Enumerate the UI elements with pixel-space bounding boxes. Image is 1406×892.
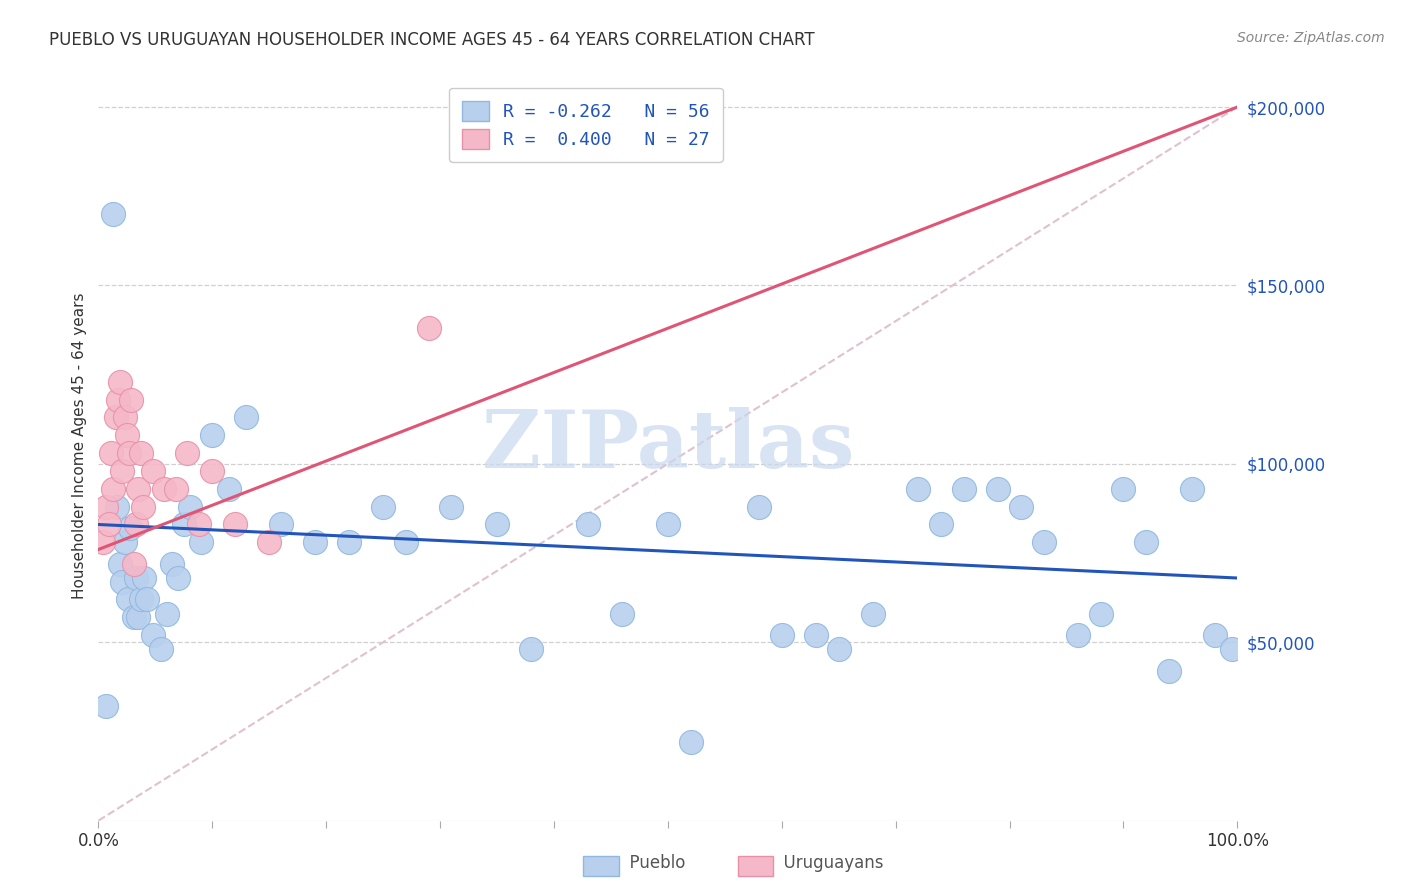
Point xyxy=(142,464,165,478)
Point xyxy=(129,592,152,607)
Point xyxy=(142,628,165,642)
Point xyxy=(114,410,136,425)
Point xyxy=(162,557,184,571)
Point xyxy=(173,517,195,532)
Point xyxy=(520,642,543,657)
Point xyxy=(115,428,138,442)
Point xyxy=(907,482,929,496)
Point xyxy=(150,642,173,657)
Point xyxy=(100,446,122,460)
Text: ZIPatlas: ZIPatlas xyxy=(482,407,853,485)
Point xyxy=(1112,482,1135,496)
Point xyxy=(117,592,139,607)
Point xyxy=(270,517,292,532)
Point xyxy=(97,517,120,532)
Text: PUEBLO VS URUGUAYAN HOUSEHOLDER INCOME AGES 45 - 64 YEARS CORRELATION CHART: PUEBLO VS URUGUAYAN HOUSEHOLDER INCOME A… xyxy=(49,31,815,49)
Point xyxy=(114,535,136,549)
Point xyxy=(1090,607,1112,621)
Point xyxy=(103,482,125,496)
Point xyxy=(1220,642,1243,657)
Point xyxy=(96,500,118,514)
Point xyxy=(1157,664,1180,678)
Point xyxy=(1135,535,1157,549)
Point xyxy=(679,735,702,749)
Legend: R = -0.262   N = 56, R =  0.400   N = 27: R = -0.262 N = 56, R = 0.400 N = 27 xyxy=(449,88,723,162)
Point xyxy=(440,500,463,514)
Point xyxy=(176,446,198,460)
Point xyxy=(235,410,257,425)
Point xyxy=(201,464,224,478)
Point xyxy=(111,464,134,478)
Point xyxy=(828,642,851,657)
Point xyxy=(486,517,509,532)
Point xyxy=(96,699,118,714)
Point xyxy=(122,557,145,571)
Point xyxy=(132,571,155,585)
Point xyxy=(156,607,179,621)
Point xyxy=(1010,500,1032,514)
Point xyxy=(224,517,246,532)
Point xyxy=(167,571,190,585)
Point xyxy=(657,517,679,532)
Point xyxy=(91,535,114,549)
Point xyxy=(1067,628,1090,642)
Point xyxy=(1032,535,1054,549)
Point xyxy=(337,535,360,549)
Point xyxy=(136,592,159,607)
Text: Pueblo: Pueblo xyxy=(619,855,685,872)
Point xyxy=(153,482,176,496)
Point xyxy=(804,628,827,642)
Point xyxy=(122,610,145,624)
Point xyxy=(103,207,125,221)
Point xyxy=(107,392,129,407)
Point xyxy=(612,607,634,621)
Point xyxy=(125,571,148,585)
Point xyxy=(748,500,770,514)
Point xyxy=(120,521,142,535)
Point xyxy=(259,535,281,549)
Point xyxy=(125,517,148,532)
Point xyxy=(190,535,212,549)
Y-axis label: Householder Income Ages 45 - 64 years: Householder Income Ages 45 - 64 years xyxy=(72,293,87,599)
Point xyxy=(576,517,599,532)
Point xyxy=(371,500,394,514)
Point xyxy=(179,500,201,514)
Point xyxy=(304,535,326,549)
Point xyxy=(395,535,418,549)
Point xyxy=(118,446,141,460)
Point xyxy=(1204,628,1226,642)
Point xyxy=(1181,482,1204,496)
Point xyxy=(108,557,131,571)
Point xyxy=(953,482,976,496)
Point xyxy=(165,482,187,496)
Point xyxy=(987,482,1010,496)
Point xyxy=(127,482,149,496)
Point xyxy=(105,500,128,514)
Point xyxy=(129,446,152,460)
Point xyxy=(187,517,209,532)
Point xyxy=(120,392,142,407)
Point xyxy=(862,607,884,621)
Point xyxy=(132,500,155,514)
Point xyxy=(418,321,440,335)
Point xyxy=(201,428,224,442)
Point xyxy=(218,482,240,496)
Point xyxy=(104,410,127,425)
Point xyxy=(127,610,149,624)
Point xyxy=(111,574,134,589)
Text: Source: ZipAtlas.com: Source: ZipAtlas.com xyxy=(1237,31,1385,45)
Point xyxy=(929,517,952,532)
Point xyxy=(770,628,793,642)
Point xyxy=(108,375,131,389)
Text: Uruguayans: Uruguayans xyxy=(773,855,884,872)
